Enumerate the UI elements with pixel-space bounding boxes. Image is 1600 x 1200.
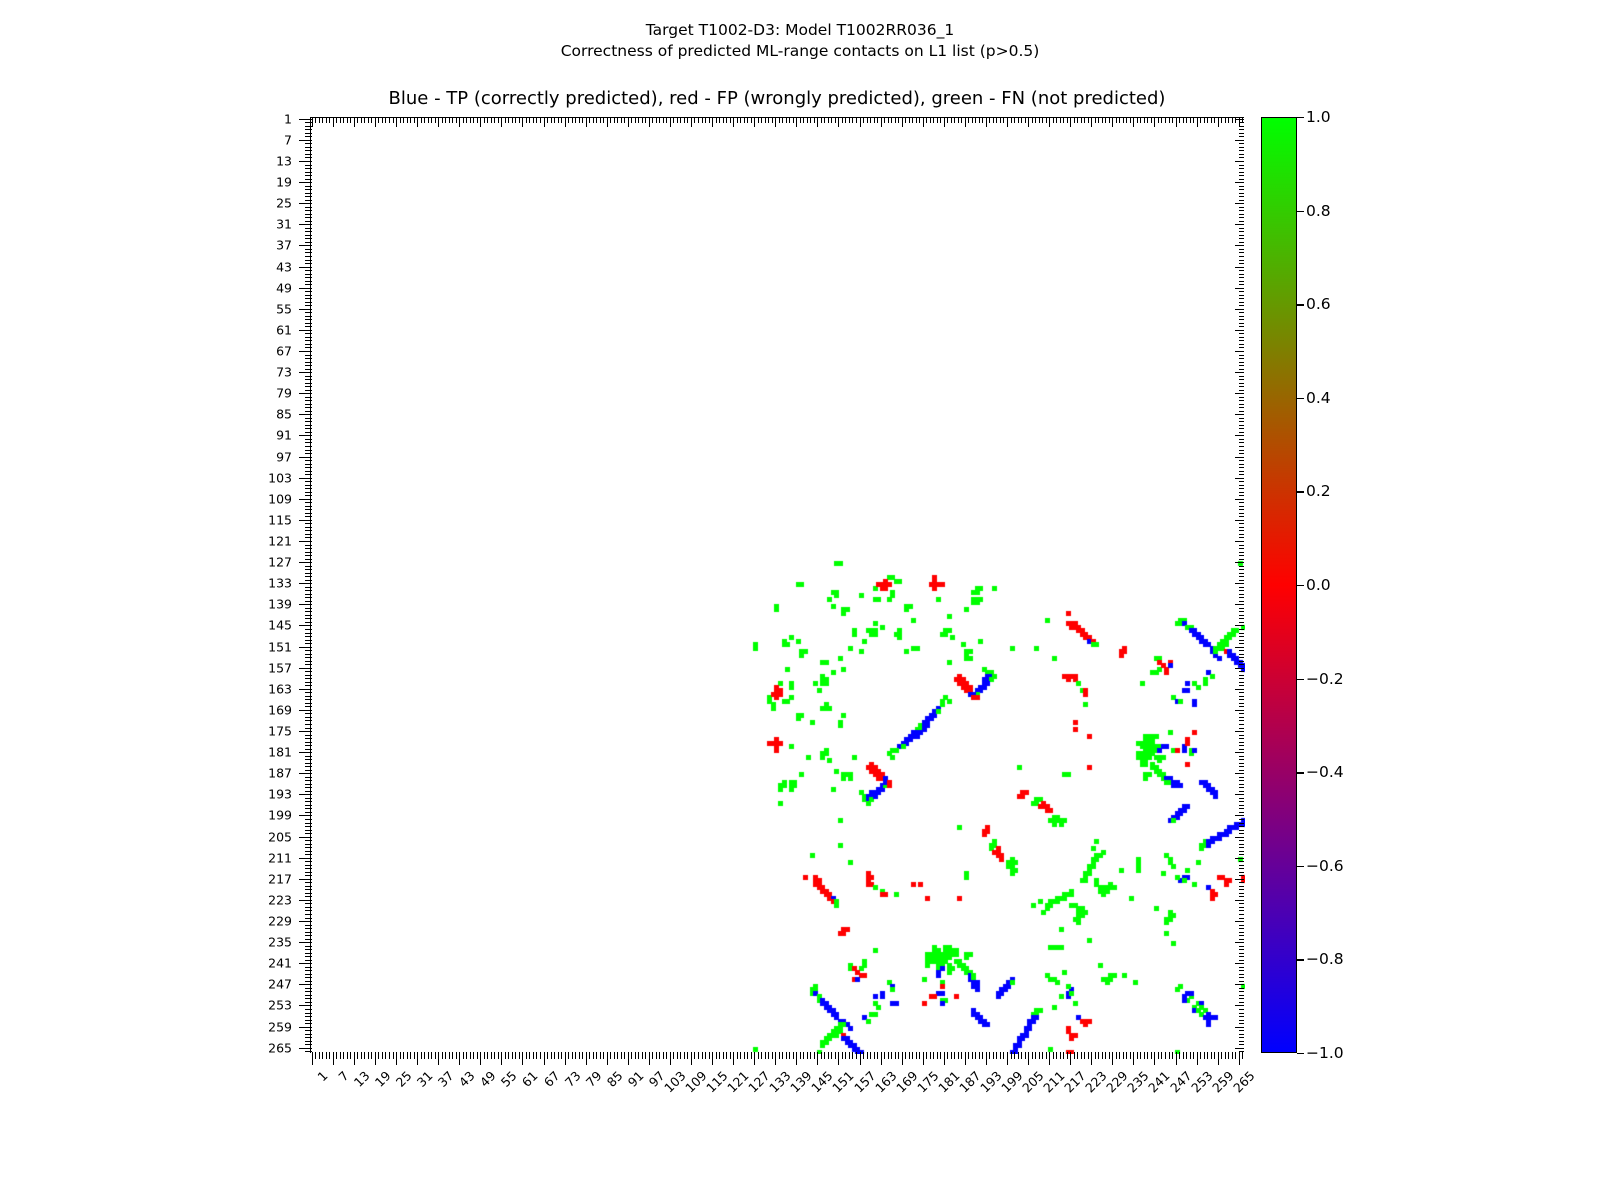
y-axis-tick-label: 19: [276, 174, 292, 190]
colorbar-tick: [1297, 117, 1304, 119]
y-axis-tick-label: 25: [276, 195, 292, 211]
x-axis-tick-label: 265: [1229, 1068, 1258, 1096]
y-axis-tick-label: 103: [268, 470, 292, 486]
x-axis-tick-label: 79: [582, 1068, 605, 1090]
y-axis-tick-label: 115: [268, 512, 292, 528]
colorbar-tick-label: 0.0: [1306, 576, 1331, 594]
colorbar-tick-rail: [1297, 117, 1306, 1055]
colorbar-tick: [1297, 585, 1304, 587]
y-axis-tick-label: 61: [276, 322, 292, 338]
y-axis-tick-label: 217: [268, 871, 292, 887]
y-axis-tick-label: 169: [268, 702, 292, 718]
colorbar-tick-label: −0.4: [1306, 763, 1344, 782]
y-axis-tick-label: 187: [268, 765, 292, 781]
x-axis-tick-label: 43: [455, 1068, 478, 1090]
y-axis-tick-label: 193: [268, 786, 292, 802]
y-axis-tick-label: 7: [284, 132, 292, 148]
y-axis-tick-label: 139: [268, 596, 292, 612]
y-axis-tick-label: 49: [276, 280, 292, 296]
colorbar-tick-label: −0.6: [1306, 856, 1344, 875]
x-axis-tick-label: 25: [392, 1068, 415, 1090]
y-axis-tick-label: 175: [268, 723, 292, 739]
y-axis-tick-label: 235: [268, 934, 292, 950]
y-axis-tick-label: 157: [268, 660, 292, 676]
y-axis-tick-label: 199: [268, 807, 292, 823]
y-axis-tick-label: 181: [268, 744, 292, 760]
y-axis-tick-label: 145: [268, 617, 292, 633]
colorbar-tick-label: −1.0: [1306, 1044, 1344, 1062]
colorbar-tick: [1297, 959, 1304, 961]
y-axis-tick-label: 229: [268, 913, 292, 929]
y-axis-tick-label: 223: [268, 892, 292, 908]
y-axis-tick-label: 127: [268, 554, 292, 570]
x-axis-tick-label: 7: [335, 1068, 352, 1085]
y-axis-tick-label: 121: [268, 533, 292, 549]
contact-map-canvas: [311, 118, 1245, 1054]
y-axis-tick-label: 205: [268, 829, 292, 845]
y-axis-tick-label: 97: [276, 449, 292, 465]
colorbar-tick: [1297, 772, 1304, 774]
contact-map-plot-area: [310, 117, 1245, 1054]
x-axis-tick-label: 91: [624, 1068, 647, 1090]
x-axis-tick-label: 49: [477, 1068, 499, 1090]
x-axis-tick-label: 61: [519, 1068, 542, 1090]
figure-title-block: Target T1002-D3: Model T1002RR036_1 Corr…: [0, 20, 1600, 62]
colorbar-gradient: [1261, 117, 1297, 1053]
x-axis-tick-label: 13: [350, 1068, 373, 1090]
y-axis-tick-label: 73: [276, 364, 292, 380]
colorbar-tick: [1297, 210, 1304, 212]
y-axis-tick-label: 85: [276, 406, 292, 422]
x-axis-tick-label: 31: [413, 1068, 436, 1090]
figure-legend-text: Blue - TP (correctly predicted), red - F…: [388, 88, 1166, 109]
y-axis-tick-label: 151: [268, 639, 292, 655]
x-axis-tick-label: 85: [603, 1068, 626, 1090]
x-axis-tick-label: 67: [540, 1068, 563, 1090]
y-axis-tick-label: 79: [276, 385, 292, 401]
colorbar-tick-label: 0.8: [1306, 201, 1331, 220]
x-axis-tick-rail: [310, 1052, 1244, 1068]
colorbar-tick: [1297, 304, 1304, 306]
colorbar-tick: [1297, 865, 1304, 868]
colorbar-tick-label: 0.4: [1306, 388, 1331, 407]
y-axis-tick-label: 109: [268, 491, 292, 507]
y-axis-tick-label: 67: [276, 343, 292, 359]
y-axis-tick-label: 55: [276, 301, 292, 317]
colorbar-tick-label: −0.2: [1306, 669, 1344, 688]
y-axis-tick-label: 247: [268, 976, 292, 992]
x-axis-tick-label: 19: [371, 1068, 394, 1090]
x-axis-tick-label: 73: [561, 1068, 584, 1090]
colorbar-tick-label: 1.0: [1306, 108, 1331, 126]
colorbar-tick-label: 0.6: [1306, 295, 1331, 314]
y-axis-tick-label: 241: [268, 955, 292, 971]
y-axis-tick-label: 31: [276, 216, 292, 232]
figure-title-line-2: Correctness of predicted ML-range contac…: [560, 42, 1040, 60]
y-axis-tick-label: 133: [268, 575, 292, 591]
y-axis-tick-label: 37: [276, 237, 292, 253]
colorbar-tick: [1297, 397, 1304, 400]
figure-title-line-1: Target T1002-D3: Model T1002RR036_1: [645, 21, 955, 39]
colorbar-tick-label: −0.8: [1306, 950, 1344, 969]
y-axis-tick-labels: 1 7 13 19 25 31 37 43 49 55 61 67 73 79 85 91 97 103 109 11…: [230, 111, 292, 1056]
y-axis-tick-label: 43: [276, 259, 292, 275]
colorbar: [1261, 117, 1297, 1053]
y-axis-tick-label: 163: [268, 681, 292, 697]
x-axis-tick-labels: 1 7 13 19 25 31 37 43 49 55 61 67 73 79 85 91 97 103 109 11…: [310, 1068, 1270, 1138]
x-axis-tick-label: 37: [434, 1068, 457, 1090]
y-axis-tick-label: 253: [268, 997, 292, 1013]
x-axis-tick-label: 55: [498, 1068, 520, 1090]
colorbar-tick: [1297, 1053, 1304, 1055]
y-axis-tick-label: 1: [284, 111, 292, 127]
y-axis-tick-label: 265: [268, 1040, 292, 1056]
colorbar-tick: [1297, 678, 1304, 680]
colorbar-tick: [1297, 491, 1304, 493]
y-axis-tick-label: 211: [268, 850, 292, 866]
colorbar-tick-label: 0.2: [1306, 482, 1331, 501]
colorbar-tick-labels: 1.0 0.8 0.6 0.4 0.2 0.0 −0.2 −0.4 −0.6 −0.8 −1.0: [1306, 108, 1396, 1062]
y-axis-tick-label: 259: [268, 1019, 292, 1035]
y-axis-tick-label: 13: [276, 153, 292, 169]
y-axis-tick-label: 91: [276, 427, 292, 443]
x-axis-tick-label: 1: [314, 1068, 331, 1085]
